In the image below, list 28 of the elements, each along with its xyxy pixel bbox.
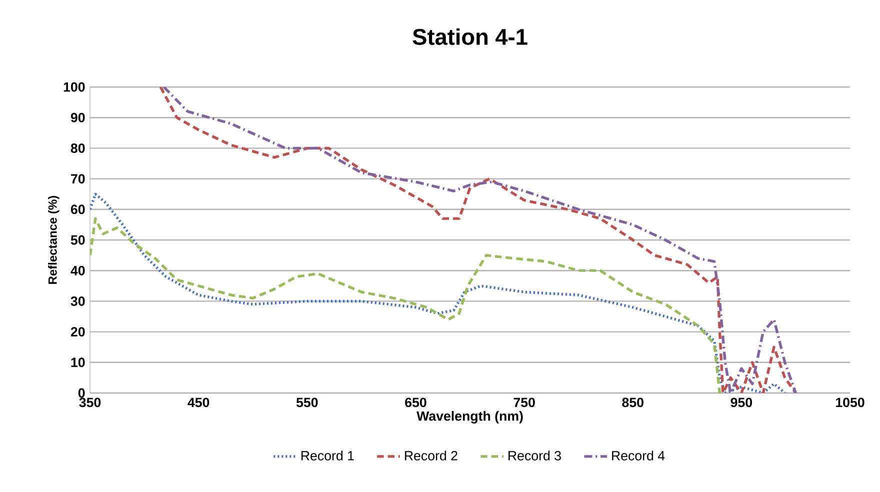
y-tick-label: 30 <box>70 296 85 306</box>
y-tick-label: 20 <box>70 327 85 337</box>
legend-label: Record 4 <box>612 450 665 460</box>
x-tick-label: 650 <box>405 398 426 408</box>
y-tick-label: 50 <box>70 235 85 245</box>
line-series <box>90 192 786 393</box>
x-tick-label: 750 <box>514 398 535 408</box>
x-axis-title: Wavelength (nm) <box>416 410 523 424</box>
y-tick-label: 40 <box>70 266 85 276</box>
legend-label: Record 3 <box>508 450 561 460</box>
y-tick-label: 70 <box>71 174 85 184</box>
x-tick-label: 550 <box>296 398 318 408</box>
x-tick-label: 950 <box>730 398 752 408</box>
x-tick-label: 450 <box>188 398 210 408</box>
y-tick-label: 80 <box>70 143 85 153</box>
x-tick-label: 850 <box>622 398 644 408</box>
legend-label: Record 2 <box>404 450 458 460</box>
x-tick-label: 350 <box>79 398 101 408</box>
chart-title: Station 4-1 <box>412 28 528 45</box>
x-tick-label: 1050 <box>836 398 864 408</box>
legend-label: Record 1 <box>301 450 354 460</box>
y-tick-label: 100 <box>64 82 85 92</box>
y-axis-title: Reflectance (%) <box>48 196 60 284</box>
line-series <box>90 217 722 393</box>
y-tick-label: 0 <box>78 388 85 398</box>
y-tick-label: 60 <box>70 204 85 214</box>
y-tick-label: 90 <box>70 112 85 122</box>
y-tick-label: 10 <box>71 358 85 368</box>
